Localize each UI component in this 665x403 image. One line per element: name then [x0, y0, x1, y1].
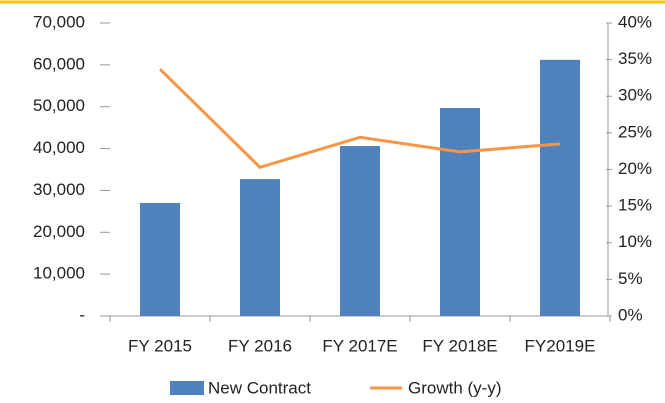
y-tick-label: - [79, 305, 85, 324]
y-tick-label: 60,000 [33, 54, 85, 73]
y-tick-label: 20,000 [33, 222, 85, 241]
y2-tick-label: 10% [618, 232, 652, 251]
y-tick-label: 40,000 [33, 138, 85, 157]
bar [440, 107, 480, 316]
x-tick-label: FY 2015 [128, 336, 192, 355]
y2-tick-label: 25% [618, 122, 652, 141]
y2-tick-label: 35% [618, 49, 652, 68]
bar [140, 202, 180, 316]
y2-tick-label: 20% [618, 159, 652, 178]
legend-swatch [170, 381, 204, 395]
y-tick-label: 30,000 [33, 180, 85, 199]
line [158, 68, 561, 169]
y-tick-label: 10,000 [33, 264, 85, 283]
bar [240, 179, 280, 316]
y2-tick-label: 5% [618, 269, 643, 288]
y-tick-label: 70,000 [33, 12, 85, 31]
x-tick-label: FY 2017E [322, 336, 397, 355]
y2-tick-label: 15% [618, 196, 652, 215]
y2-tick-label: 40% [618, 12, 652, 31]
y2-tick-label: 0% [618, 305, 643, 324]
legend-label: Growth (y-y) [408, 378, 502, 397]
y-tick-label: 50,000 [33, 96, 85, 115]
bar [340, 146, 380, 316]
bar [540, 59, 580, 316]
x-tick-label: FY2019E [525, 336, 596, 355]
x-tick-label: FY 2018E [422, 336, 497, 355]
legend-label: New Contract [208, 378, 311, 397]
y2-tick-label: 30% [618, 86, 652, 105]
x-tick-label: FY 2016 [228, 336, 292, 355]
